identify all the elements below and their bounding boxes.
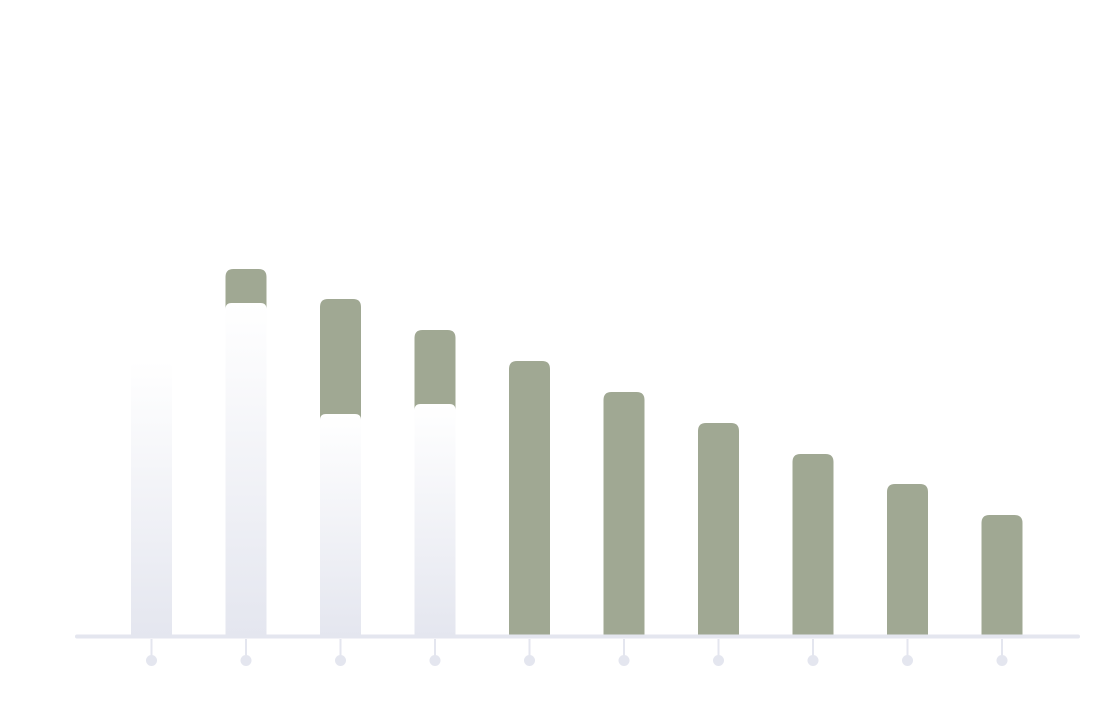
x-tick-dot-1: [146, 655, 157, 666]
bar-10: [981, 515, 1023, 636]
x-axis-ticks: [146, 639, 1008, 666]
bar-8: [792, 454, 834, 636]
bar-7: [698, 423, 739, 636]
x-tick-dot-7: [713, 655, 724, 666]
bar-6: [603, 392, 645, 636]
x-tick-dot-9: [902, 655, 913, 666]
bar-highlight-4: [414, 404, 456, 636]
bar-highlight-3: [320, 414, 361, 636]
x-tick-dot-6: [618, 655, 630, 666]
bars-group: [131, 269, 1023, 636]
x-tick-dot-2: [240, 655, 252, 666]
bar-highlight-2: [225, 303, 267, 636]
bar-9: [887, 484, 928, 636]
bar-highlight-1: [131, 361, 172, 636]
bar-5: [509, 361, 550, 636]
x-tick-dot-10: [996, 655, 1008, 666]
x-tick-dot-5: [524, 655, 535, 666]
x-tick-dot-8: [807, 655, 819, 666]
x-tick-dot-3: [335, 655, 346, 666]
x-tick-dot-4: [429, 655, 441, 666]
